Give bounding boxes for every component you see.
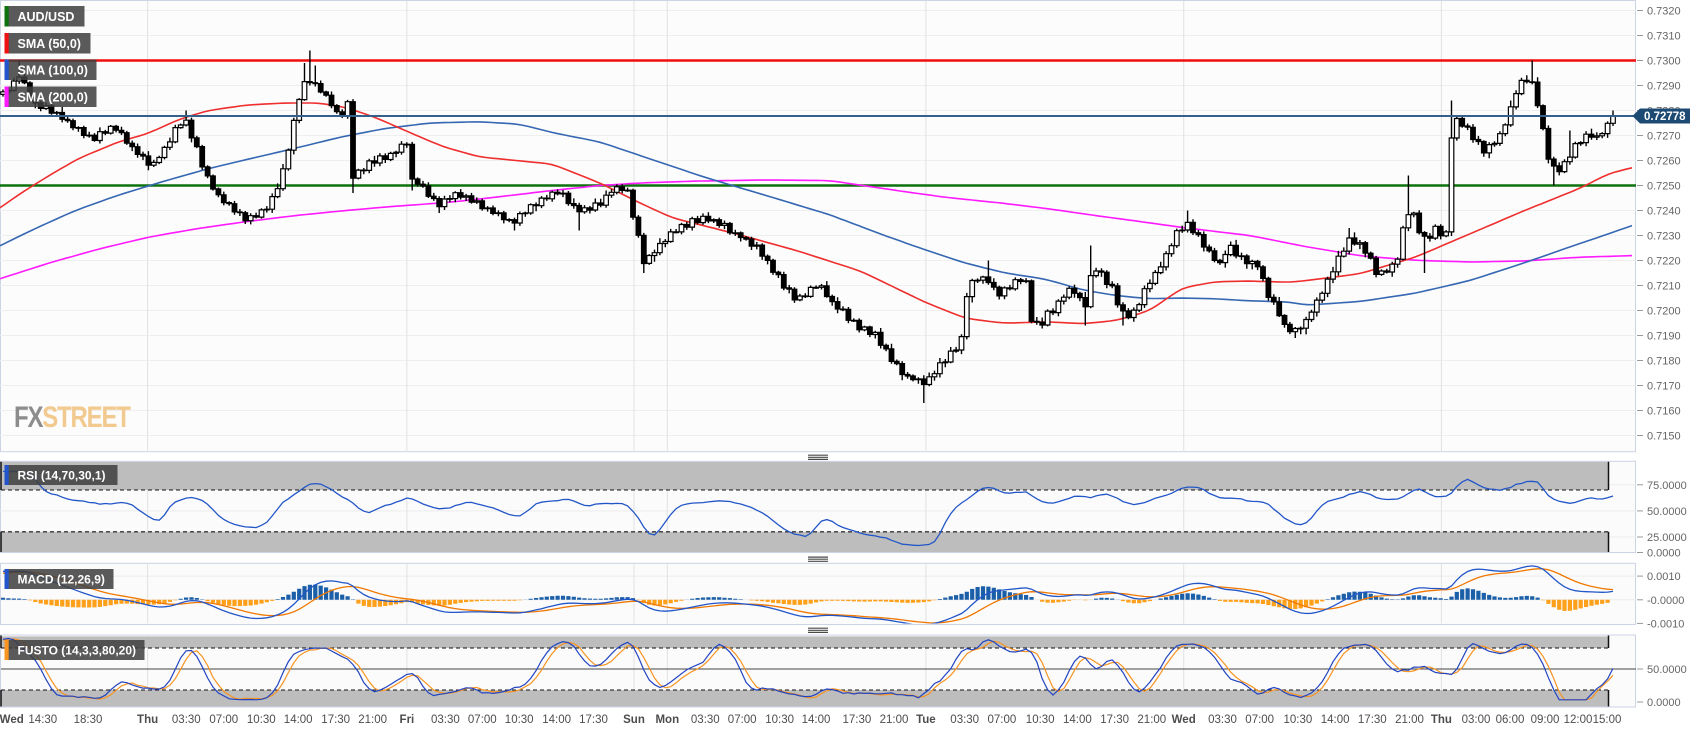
svg-text:10:30: 10:30: [1284, 714, 1313, 726]
svg-text:14:00: 14:00: [1321, 714, 1350, 726]
svg-text:-0.0000: -0.0000: [1647, 595, 1684, 607]
svg-text:0.7240: 0.7240: [1647, 206, 1681, 218]
svg-text:AUD/USD: AUD/USD: [18, 10, 75, 24]
svg-text:Fri: Fri: [400, 714, 415, 726]
svg-text:0.72778: 0.72778: [1644, 111, 1686, 123]
svg-text:15:00: 15:00: [1593, 714, 1622, 726]
svg-text:Wed: Wed: [1172, 714, 1196, 726]
svg-text:0.7320: 0.7320: [1647, 6, 1681, 18]
svg-text:03:00: 03:00: [1462, 714, 1491, 726]
svg-text:Thu: Thu: [1431, 714, 1452, 726]
svg-text:06:00: 06:00: [1496, 714, 1525, 726]
svg-text:25.0000: 25.0000: [1647, 532, 1687, 544]
svg-text:17:30: 17:30: [1100, 714, 1129, 726]
svg-text:17:30: 17:30: [579, 714, 608, 726]
svg-text:03:30: 03:30: [950, 714, 979, 726]
svg-text:0.7310: 0.7310: [1647, 31, 1681, 43]
svg-text:FXSTREET: FXSTREET: [14, 399, 131, 433]
svg-text:0.7170: 0.7170: [1647, 381, 1681, 393]
svg-text:0.7160: 0.7160: [1647, 406, 1681, 418]
svg-text:14:00: 14:00: [802, 714, 831, 726]
svg-text:07:00: 07:00: [988, 714, 1017, 726]
svg-text:0.7260: 0.7260: [1647, 156, 1681, 168]
svg-text:50.0000: 50.0000: [1647, 664, 1687, 676]
svg-text:10:30: 10:30: [765, 714, 794, 726]
svg-text:0.7210: 0.7210: [1647, 281, 1681, 293]
svg-text:0.7220: 0.7220: [1647, 256, 1681, 268]
svg-text:0.7190: 0.7190: [1647, 331, 1681, 343]
svg-text:09:00: 09:00: [1531, 714, 1560, 726]
svg-text:Thu: Thu: [137, 714, 158, 726]
svg-text:0.7150: 0.7150: [1647, 431, 1681, 443]
svg-text:03:30: 03:30: [172, 714, 201, 726]
svg-text:-0.0010: -0.0010: [1647, 618, 1684, 630]
svg-text:MACD (12,26,9): MACD (12,26,9): [18, 573, 105, 587]
svg-text:14:00: 14:00: [1063, 714, 1092, 726]
svg-text:0.7300: 0.7300: [1647, 56, 1681, 68]
svg-text:0.7250: 0.7250: [1647, 181, 1681, 193]
svg-text:07:00: 07:00: [468, 714, 497, 726]
svg-text:50.0000: 50.0000: [1647, 506, 1687, 518]
svg-text:10:30: 10:30: [247, 714, 276, 726]
svg-text:SMA (50,0): SMA (50,0): [18, 37, 81, 51]
svg-text:12:00: 12:00: [1564, 714, 1593, 726]
svg-text:07:00: 07:00: [1245, 714, 1274, 726]
svg-text:0.7180: 0.7180: [1647, 356, 1681, 368]
svg-text:FUSTO (14,3,3,80,20): FUSTO (14,3,3,80,20): [18, 644, 137, 658]
svg-text:03:30: 03:30: [1208, 714, 1237, 726]
svg-text:Wed: Wed: [0, 714, 24, 726]
svg-text:21:00: 21:00: [1395, 714, 1424, 726]
svg-text:0.0000: 0.0000: [1647, 548, 1681, 560]
svg-text:10:30: 10:30: [505, 714, 534, 726]
svg-text:14:30: 14:30: [28, 714, 57, 726]
svg-text:0.0000: 0.0000: [1647, 697, 1681, 709]
svg-text:14:00: 14:00: [542, 714, 571, 726]
svg-text:21:00: 21:00: [358, 714, 387, 726]
svg-text:Tue: Tue: [916, 714, 936, 726]
svg-text:21:00: 21:00: [1137, 714, 1166, 726]
svg-text:SMA (200,0): SMA (200,0): [18, 90, 88, 104]
svg-text:03:30: 03:30: [431, 714, 460, 726]
svg-text:14:00: 14:00: [284, 714, 313, 726]
svg-text:0.7270: 0.7270: [1647, 131, 1681, 143]
svg-text:17:30: 17:30: [321, 714, 350, 726]
svg-text:Mon: Mon: [655, 714, 679, 726]
svg-text:07:00: 07:00: [209, 714, 238, 726]
svg-text:17:30: 17:30: [843, 714, 872, 726]
svg-text:0.7200: 0.7200: [1647, 306, 1681, 318]
svg-text:75.0000: 75.0000: [1647, 480, 1687, 492]
svg-text:21:00: 21:00: [880, 714, 909, 726]
svg-text:10:30: 10:30: [1026, 714, 1055, 726]
svg-text:RSI (14,70,30,1): RSI (14,70,30,1): [18, 469, 106, 483]
svg-text:0.7230: 0.7230: [1647, 231, 1681, 243]
svg-text:0.0010: 0.0010: [1647, 571, 1681, 583]
svg-text:SMA (100,0): SMA (100,0): [18, 63, 88, 77]
svg-text:0.7290: 0.7290: [1647, 81, 1681, 93]
svg-text:Sun: Sun: [623, 714, 645, 726]
svg-text:03:30: 03:30: [691, 714, 720, 726]
svg-text:17:30: 17:30: [1358, 714, 1387, 726]
svg-text:07:00: 07:00: [728, 714, 757, 726]
svg-text:18:30: 18:30: [74, 714, 103, 726]
